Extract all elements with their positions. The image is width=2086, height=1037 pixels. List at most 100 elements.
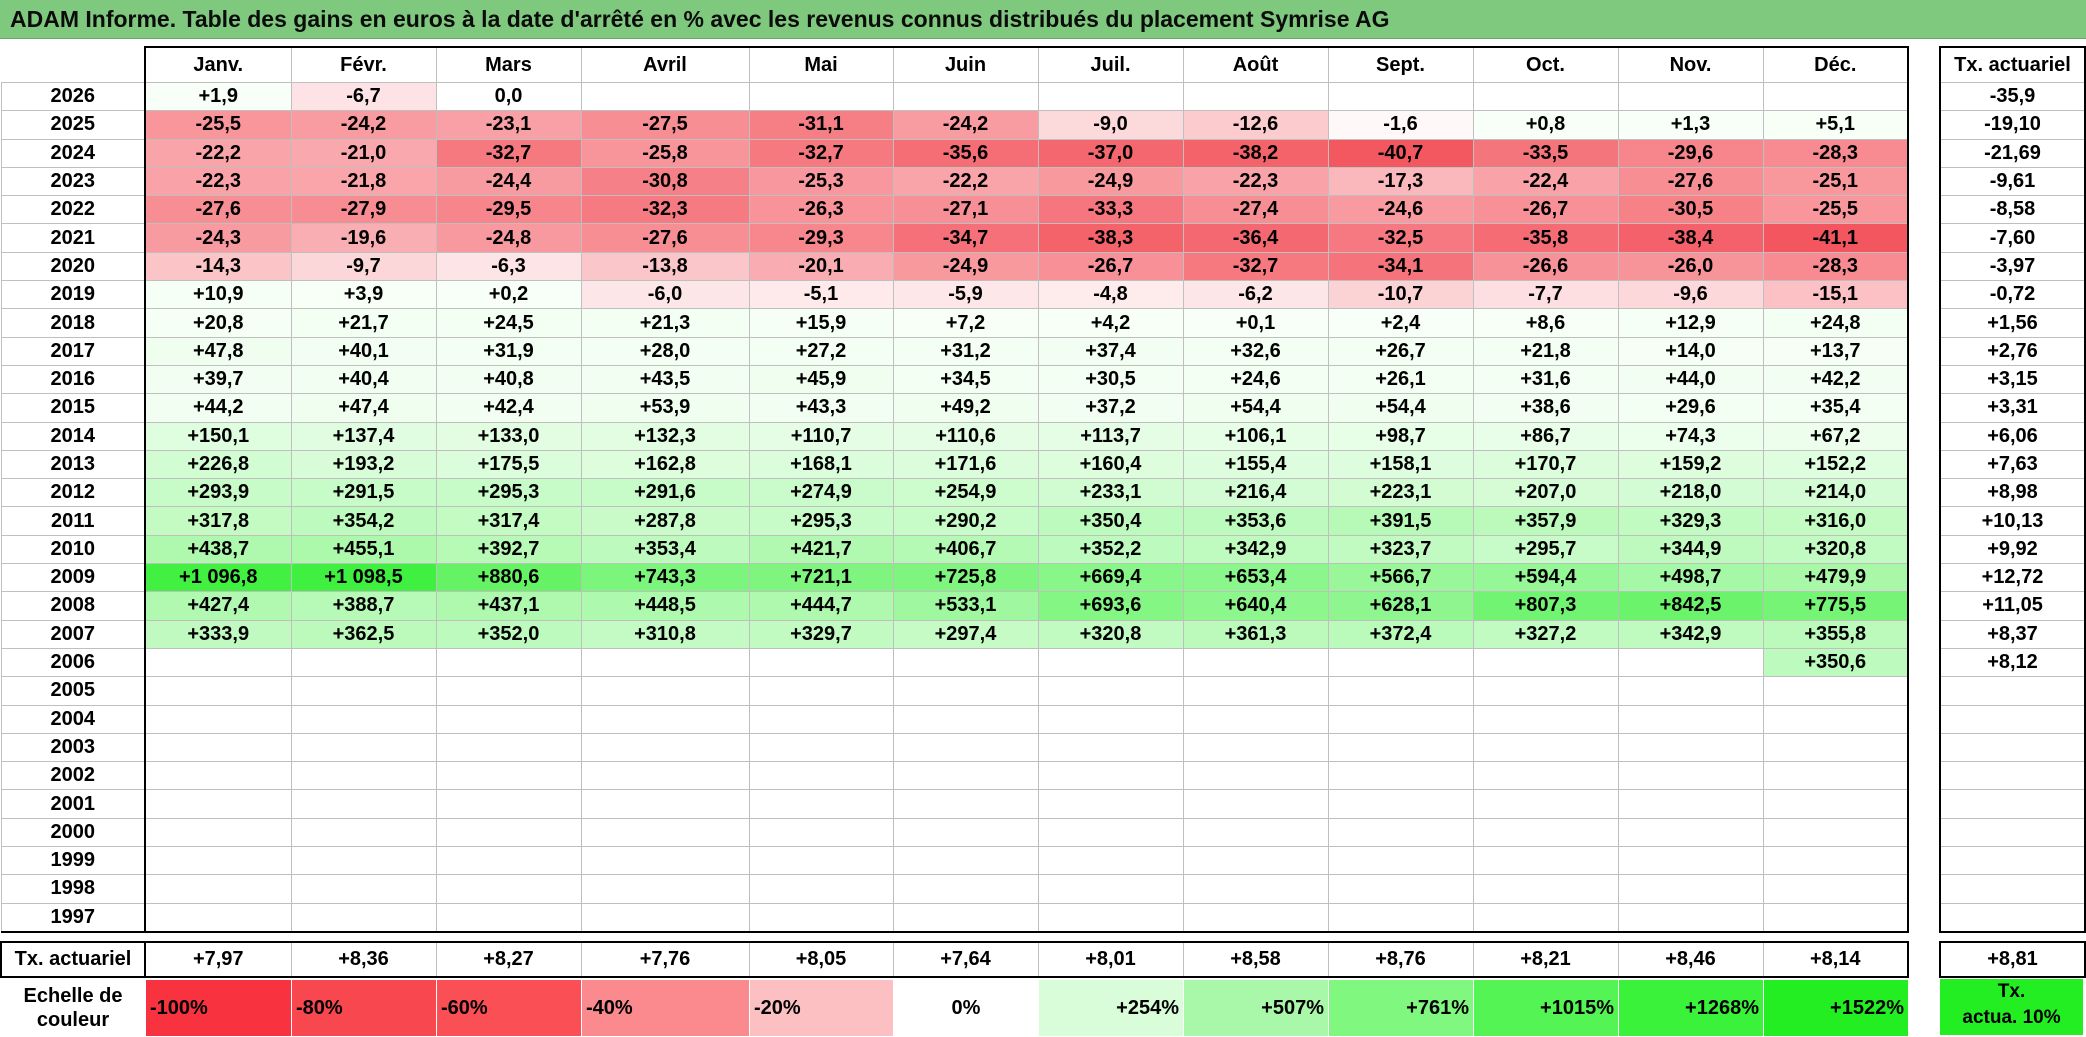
gain-cell [1762,789,1909,819]
gain-cell: -29,3 [748,223,894,253]
gain-cell: +352,0 [435,619,582,649]
actuarial-rate-cell: +3,31 [1939,393,2086,423]
gain-cell: +67,2 [1762,421,1909,451]
gain-cell [290,817,437,848]
gain-cell: +0,8 [1472,110,1619,140]
gain-cell: -27,6 [144,195,292,225]
month-header-2: Févr. [290,46,437,83]
gain-cell [1037,874,1184,904]
gain-cell: +317,8 [144,506,292,536]
gain-cell: +133,0 [435,421,582,451]
year-label: 2005 [0,676,146,706]
color-scale-swatch: -20% [749,979,894,1037]
year-label: 2012 [0,478,146,508]
gain-cell: +4,2 [1037,308,1184,338]
gain-cell [1472,81,1619,112]
gain-cell: +159,2 [1617,449,1764,480]
color-scale-label: Echelle de couleur [0,979,146,1037]
gain-cell: +38,6 [1472,393,1619,423]
gain-cell: +353,4 [580,534,750,565]
table-row: 2007 +333,9 +362,5 +352,0 +310,8 +329,7 +297,4… [0,619,1909,649]
gain-cell [435,902,582,933]
gain-cell [1182,761,1329,791]
gain-cell: -24,3 [144,223,292,253]
gain-cell: -29,5 [435,195,582,225]
gain-cell: -9,7 [290,251,437,282]
gain-cell: +421,7 [748,534,894,565]
gain-cell: -24,2 [290,110,437,140]
actuarial-rate-cell [1939,817,2086,848]
gain-cell [1327,817,1474,848]
gain-cell: -24,2 [892,110,1039,140]
gain-cell [435,647,582,678]
gain-cell: +168,1 [748,449,894,480]
gain-cell: +323,7 [1327,534,1474,565]
gain-cell: +43,3 [748,393,894,423]
gain-cell: +31,2 [892,336,1039,366]
gain-cell [580,732,750,763]
gain-cell: +653,4 [1182,563,1329,593]
table-row: 2008 +427,4 +388,7 +437,1 +448,5 +444,7 +533,1… [0,591,1909,621]
table-row: 2017 +47,8 +40,1 +31,9 +28,0 +27,2 +31,2 +37,4 +… [0,336,1909,366]
gain-cell [748,789,894,819]
gain-cell [1037,732,1184,763]
year-label: 1998 [0,874,146,904]
year-label: 2019 [0,280,146,310]
table-row: 2006 +350,6 [0,647,1909,678]
gain-cell [1327,81,1474,112]
gain-cell [1182,846,1329,876]
gain-cell [1617,846,1764,876]
gain-cell [435,874,582,904]
actuarial-rate-cell [1939,846,2086,876]
gain-cell [1762,817,1909,848]
gain-cell [144,902,292,933]
gain-cell: +106,1 [1182,421,1329,451]
gain-cell: +320,8 [1037,619,1184,649]
gain-cell [892,732,1039,763]
gain-cell [290,846,437,876]
gain-cell: +233,1 [1037,478,1184,508]
gain-cell: +31,6 [1472,364,1619,395]
gain-cell [1182,874,1329,904]
gain-cell: +35,4 [1762,393,1909,423]
gain-cell: +39,7 [144,364,292,395]
month-header-11: Nov. [1617,46,1764,83]
gain-cell: -28,3 [1762,251,1909,282]
gain-cell [748,732,894,763]
gain-cell [892,704,1039,734]
actuarial-rate-cell: +10,13 [1939,506,2086,536]
actuarial-rate-cell: -0,72 [1939,280,2086,310]
gain-cell [748,874,894,904]
gain-cell: +40,4 [290,364,437,395]
gain-cell [580,81,750,112]
gain-cell: -38,2 [1182,138,1329,168]
gain-cell: -32,3 [580,195,750,225]
gain-cell: +329,3 [1617,506,1764,536]
gain-cell: +594,4 [1472,563,1619,593]
gain-cell [1762,902,1909,933]
table-row: 2002 [0,761,1909,791]
gain-cell: -32,5 [1327,223,1474,253]
gain-cell: -24,8 [435,223,582,253]
gain-cell [1762,761,1909,791]
color-scale-swatch: -60% [436,979,582,1037]
actuarial-rate-cell: +9,92 [1939,534,2086,565]
gain-cell: -26,7 [1472,195,1619,225]
gain-cell [748,704,894,734]
year-label: 2002 [0,761,146,791]
gain-cell: -15,1 [1762,280,1909,310]
gain-cell: +13,7 [1762,336,1909,366]
gain-cell [1327,732,1474,763]
gain-cell [748,817,894,848]
actuarial-rate-cell: +2,76 [1939,336,2086,366]
gain-cell: -1,6 [1327,110,1474,140]
gain-cell: +24,5 [435,308,582,338]
year-label: 2010 [0,534,146,565]
gain-cell: -25,8 [580,138,750,168]
gain-cell: +44,0 [1617,364,1764,395]
gain-cell [580,647,750,678]
gain-cell: -25,1 [1762,166,1909,197]
actuarial-rate-cell: +1,56 [1939,308,2086,338]
gain-cell [290,732,437,763]
gain-cell: +132,3 [580,421,750,451]
